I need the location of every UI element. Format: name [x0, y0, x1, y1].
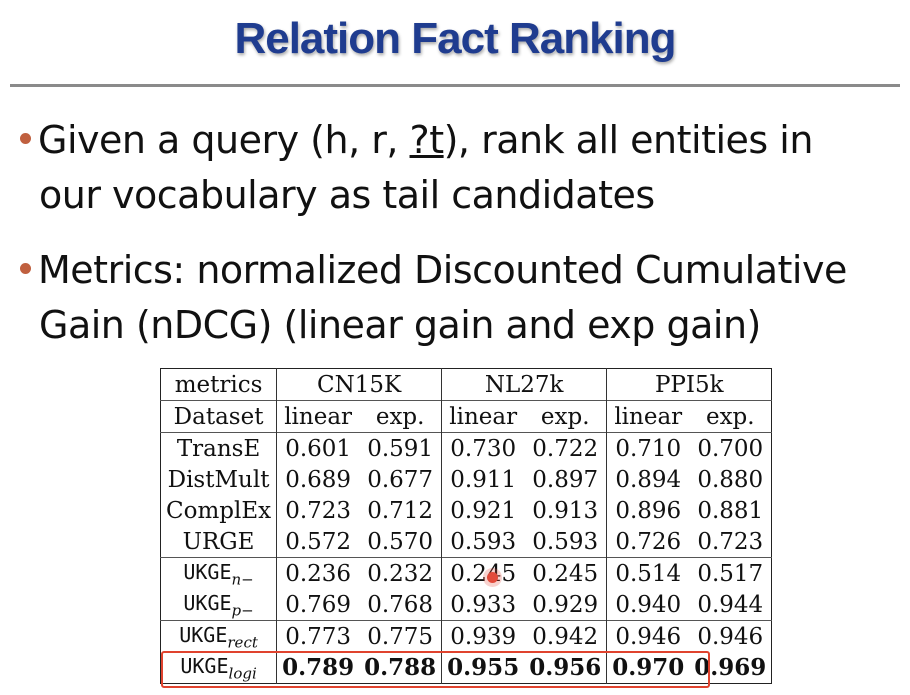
slide-title: Relation Fact Ranking: [234, 14, 676, 63]
table-row-best: UKGElogi 0.789 0.788 0.955 0.956 0.970 0…: [180, 652, 767, 684]
bullet-dot-icon: [20, 263, 31, 274]
bullet-query: Given a query (h, r, ?t), rank all entit…: [20, 113, 900, 223]
header-row-datasets: metrics CN15K NL27k PPI5k: [161, 368, 772, 401]
table-row: UKGEp− 0.769 0.768 0.933 0.929 0.940 0.9…: [183, 589, 764, 621]
dataset-header: PPI5k: [606, 368, 772, 401]
dataset-header: CN15K: [276, 368, 442, 401]
bullet-metrics: Metrics: normalized Discounted Cumulativ…: [20, 243, 900, 353]
table-row: TransE 0.601 0.591 0.730 0.722 0.710 0.7…: [160, 432, 772, 464]
table-row: ComplEx 0.723 0.712 0.921 0.913 0.896 0.…: [161, 495, 772, 526]
pointer-dot-icon: [487, 572, 498, 583]
title-divider: [10, 84, 900, 87]
dataset-header: NL27k: [441, 368, 607, 401]
query-target: ?t: [409, 118, 445, 162]
header-row-metrics: Dataset linear exp. linear exp. linear e…: [160, 400, 772, 433]
table-row: UKGEn− 0.236 0.232 0.245 0.245 0.514 0.5…: [160, 557, 772, 589]
table-row: URGE 0.572 0.570 0.593 0.593 0.726 0.723: [161, 526, 772, 558]
table-row: UKGErect 0.773 0.775 0.939 0.942 0.946 0…: [160, 620, 772, 652]
best-row-highlight-box: [161, 651, 710, 688]
results-table: metrics CN15K NL27k PPI5k Dataset linear…: [160, 368, 773, 684]
table-row: DistMult 0.689 0.677 0.911 0.897 0.894 0…: [161, 464, 772, 495]
bullet-dot-icon: [20, 133, 31, 144]
